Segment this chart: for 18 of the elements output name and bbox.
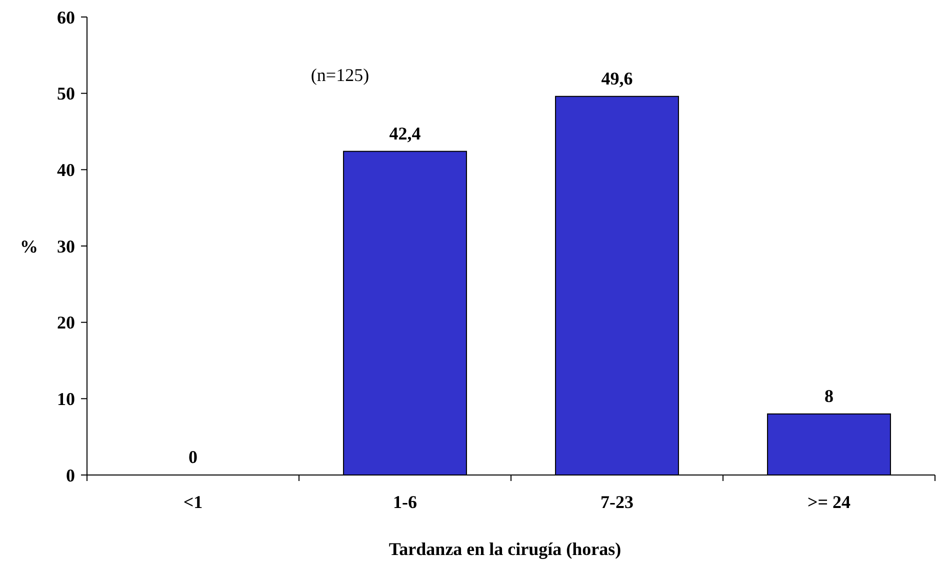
y-axis-title: % — [20, 236, 38, 256]
x-axis-title: Tardanza en la cirugía (horas) — [388, 539, 622, 559]
y-tick-label: 10 — [57, 388, 75, 409]
y-tick-label: 0 — [66, 465, 75, 486]
y-tick-label: 20 — [57, 312, 75, 333]
x-tick-label: 7-23 — [600, 492, 634, 512]
x-tick-label: 1-6 — [393, 492, 417, 512]
data-label: 42,4 — [389, 123, 421, 144]
data-label: 0 — [188, 447, 198, 467]
x-tick-label: <1 — [183, 492, 203, 512]
data-label: 49,6 — [601, 68, 633, 88]
y-tick-label: 50 — [57, 84, 75, 104]
x-tick-label: >= 24 — [807, 492, 851, 512]
y-tick-label: 30 — [57, 236, 75, 256]
data-label: 8 — [824, 386, 834, 406]
y-tick-label: 40 — [57, 160, 75, 180]
y-tick-label: 60 — [57, 7, 75, 28]
annotation: (n=125) — [310, 65, 370, 85]
